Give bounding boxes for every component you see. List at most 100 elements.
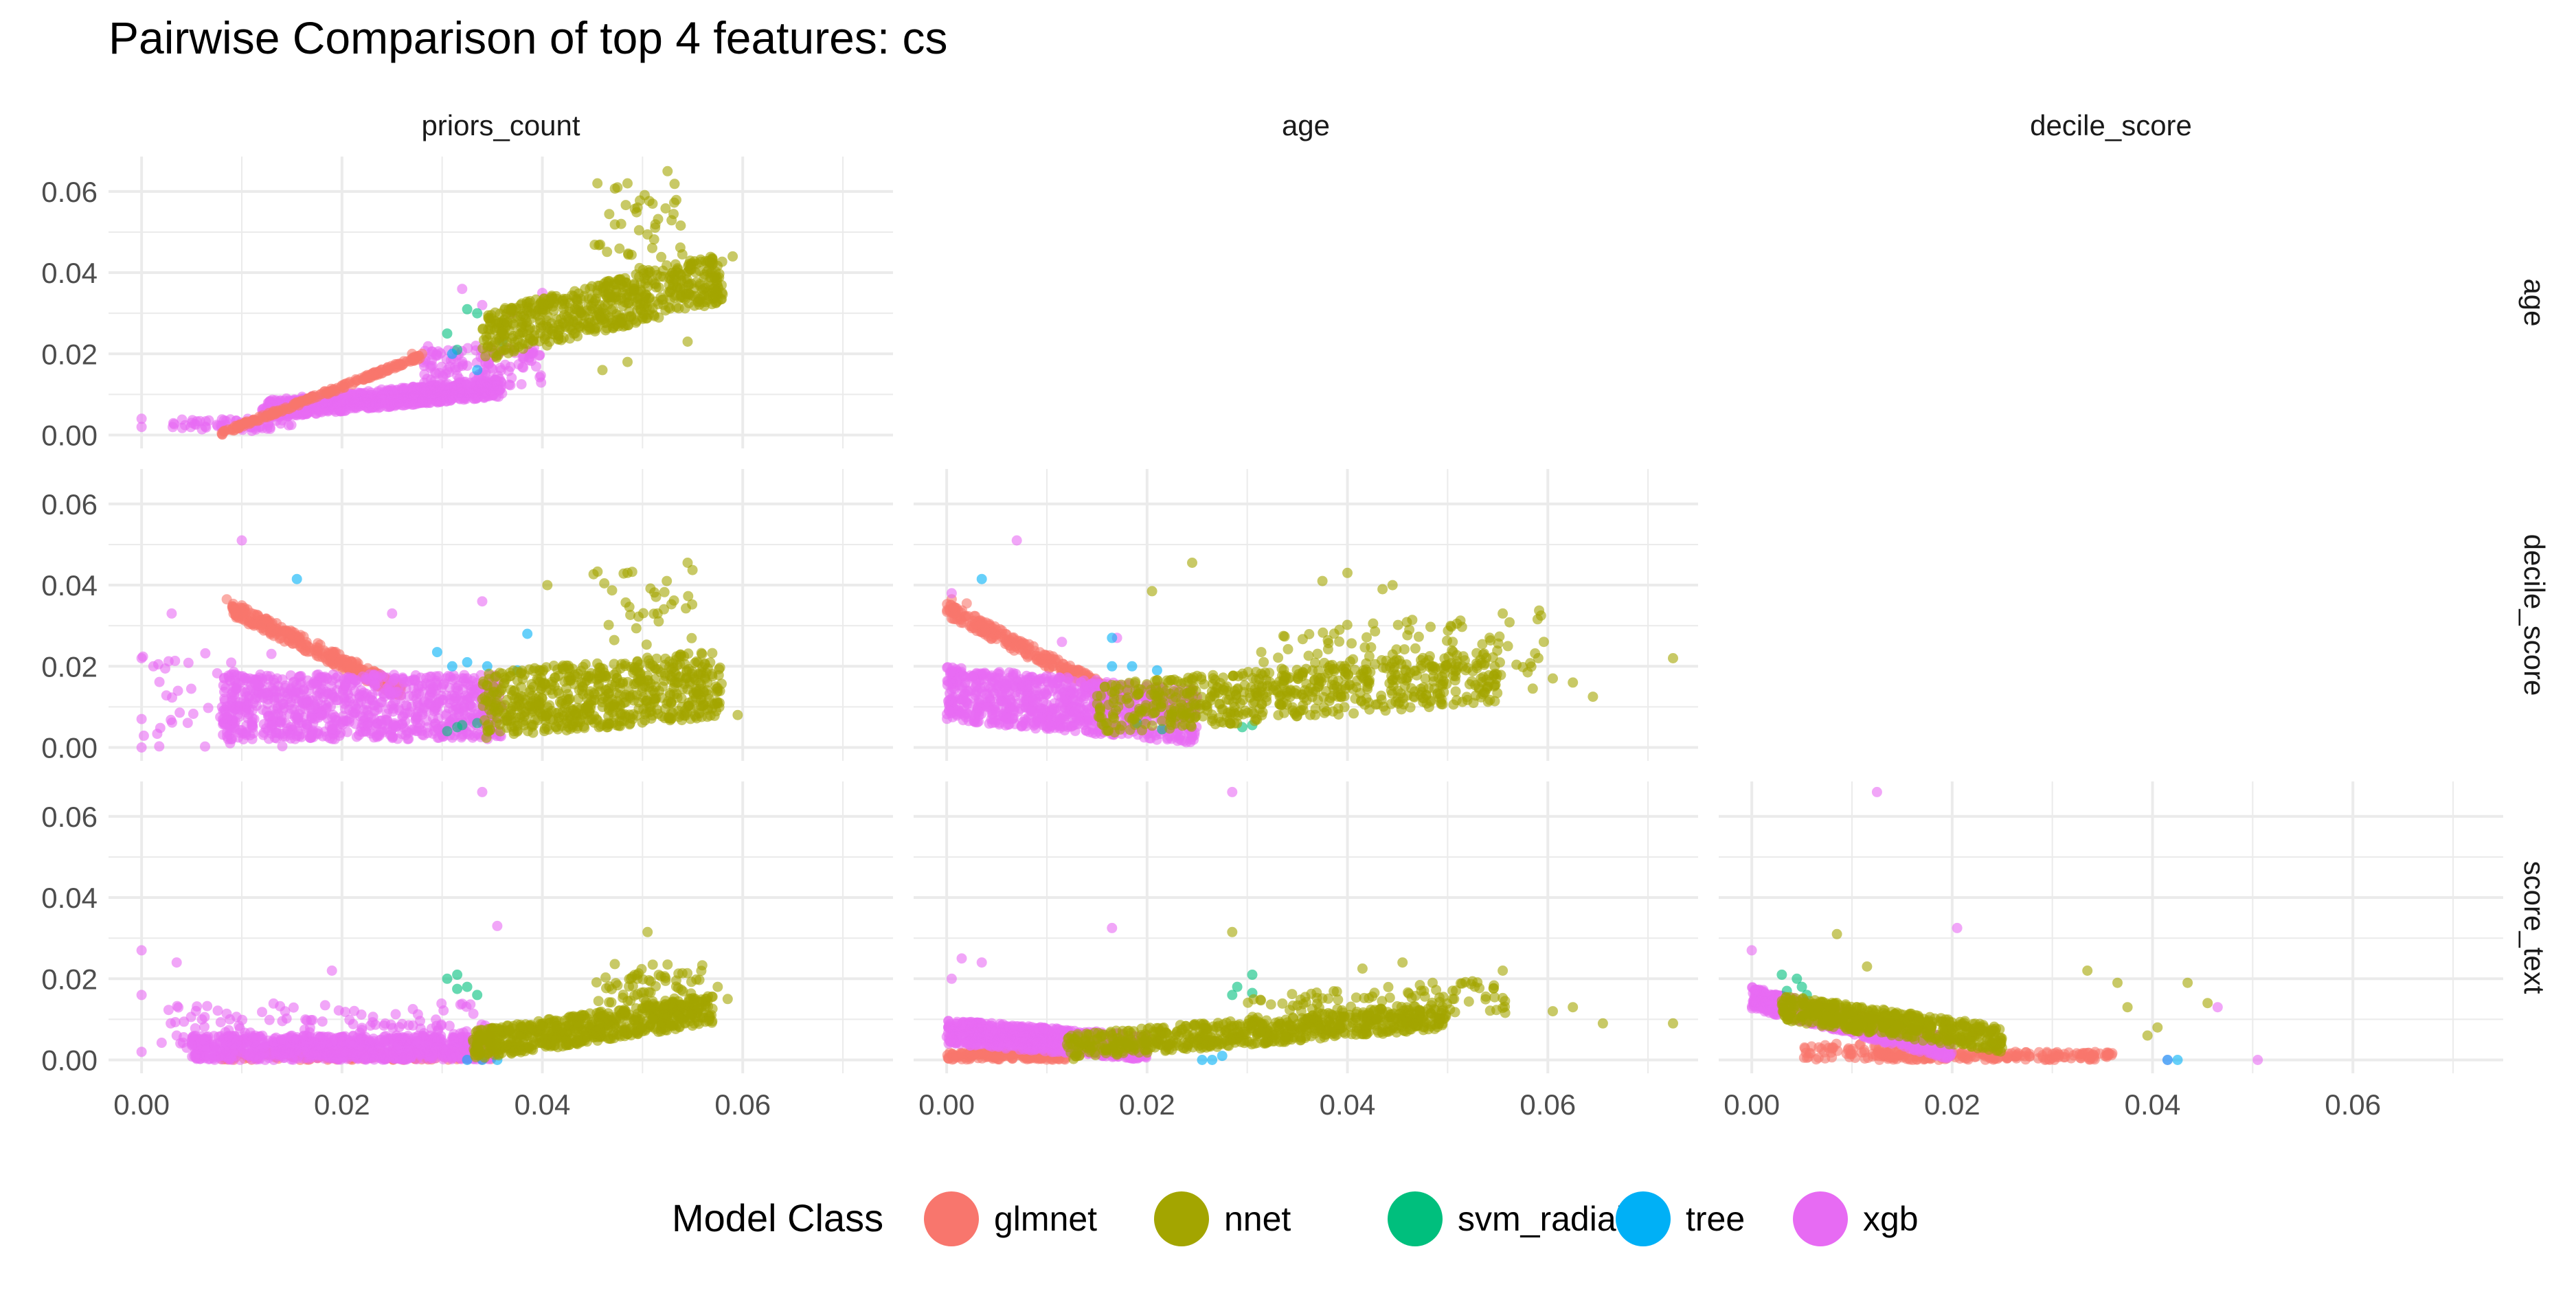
point-xgb xyxy=(1082,712,1092,722)
point-xgb xyxy=(392,398,403,409)
point-xgb xyxy=(183,658,194,668)
point-nnet xyxy=(653,608,663,619)
point-xgb xyxy=(1088,724,1098,735)
panel-r1-c1 xyxy=(914,469,1698,761)
point-nnet xyxy=(578,682,588,692)
point-nnet xyxy=(558,304,569,314)
point-xgb xyxy=(349,398,359,409)
point-nnet xyxy=(643,676,653,686)
point-nnet xyxy=(674,303,684,313)
point-xgb xyxy=(168,422,178,432)
point-nnet xyxy=(509,346,519,356)
point-nnet xyxy=(636,286,646,297)
point-xgb xyxy=(517,379,527,389)
point-nnet xyxy=(528,728,538,738)
point-nnet xyxy=(478,323,488,334)
point-xgb xyxy=(1054,706,1064,716)
point-nnet xyxy=(554,688,564,698)
point-nnet xyxy=(633,704,644,714)
point-xgb xyxy=(947,588,957,598)
point-xgb xyxy=(972,706,982,716)
point-xgb xyxy=(384,687,394,698)
point-nnet xyxy=(519,698,529,708)
point-glmnet xyxy=(962,598,972,608)
y-tick-label: 0.02 xyxy=(41,338,98,370)
point-nnet xyxy=(666,599,677,610)
point-xgb xyxy=(295,705,306,715)
point-xgb xyxy=(373,678,383,688)
point-xgb xyxy=(361,398,371,408)
point-glmnet xyxy=(222,594,232,604)
point-xgb xyxy=(951,676,962,687)
point-nnet xyxy=(534,677,545,687)
point-xgb xyxy=(409,683,419,694)
point-nnet xyxy=(600,671,611,681)
point-xgb xyxy=(1055,684,1065,694)
point-nnet xyxy=(598,365,608,375)
point-xgb xyxy=(1026,706,1037,716)
point-nnet xyxy=(612,182,622,192)
point-glmnet xyxy=(1010,641,1020,652)
point-nnet xyxy=(609,681,620,692)
point-xgb xyxy=(325,733,335,744)
point-xgb xyxy=(1021,671,1032,681)
point-xgb xyxy=(174,707,185,718)
point-xgb xyxy=(229,667,239,677)
point-glmnet xyxy=(264,408,274,418)
point-xgb xyxy=(341,405,351,415)
point-nnet xyxy=(679,659,690,670)
point-nnet xyxy=(700,659,710,669)
point-glmnet xyxy=(237,600,247,610)
point-glmnet xyxy=(244,419,254,429)
point-xgb xyxy=(403,708,413,718)
point-xgb xyxy=(496,365,506,376)
point-nnet xyxy=(625,610,635,620)
points-r1-c1 xyxy=(942,536,1678,748)
point-svm_radial xyxy=(442,328,453,339)
point-xgb xyxy=(369,732,379,742)
point-nnet xyxy=(697,701,708,711)
point-xgb xyxy=(267,649,277,659)
point-nnet xyxy=(695,255,705,265)
point-nnet xyxy=(642,639,652,650)
point-xgb xyxy=(137,714,147,724)
point-xgb xyxy=(431,349,442,359)
point-xgb xyxy=(524,352,534,363)
point-nnet xyxy=(542,341,552,351)
point-tree xyxy=(977,574,987,584)
point-xgb xyxy=(183,718,193,728)
point-xgb xyxy=(390,673,400,683)
point-nnet xyxy=(650,687,660,698)
point-xgb xyxy=(247,717,257,727)
point-nnet xyxy=(569,717,579,727)
point-glmnet xyxy=(337,654,348,664)
point-glmnet xyxy=(329,385,339,395)
point-xgb xyxy=(312,670,322,681)
point-nnet xyxy=(690,301,700,311)
point-nnet xyxy=(599,578,609,589)
point-nnet xyxy=(660,660,670,670)
point-tree xyxy=(432,647,442,657)
point-glmnet xyxy=(295,630,306,640)
point-nnet xyxy=(641,696,651,706)
point-glmnet xyxy=(261,615,271,625)
point-xgb xyxy=(341,679,352,689)
point-nnet xyxy=(649,278,659,288)
point-nnet xyxy=(658,272,668,282)
point-nnet xyxy=(620,661,631,671)
point-xgb xyxy=(410,715,420,725)
point-xgb xyxy=(350,686,360,696)
point-nnet xyxy=(638,265,648,275)
points-r1-c0 xyxy=(137,536,743,753)
y-tick-label: 0.04 xyxy=(41,569,98,602)
point-nnet xyxy=(686,279,697,289)
point-nnet xyxy=(663,287,673,297)
point-tree xyxy=(1107,661,1117,672)
point-nnet xyxy=(604,209,614,219)
point-xgb xyxy=(200,648,210,659)
point-nnet xyxy=(683,558,693,568)
point-xgb xyxy=(225,738,236,749)
point-nnet xyxy=(560,702,570,713)
point-nnet xyxy=(707,669,717,679)
